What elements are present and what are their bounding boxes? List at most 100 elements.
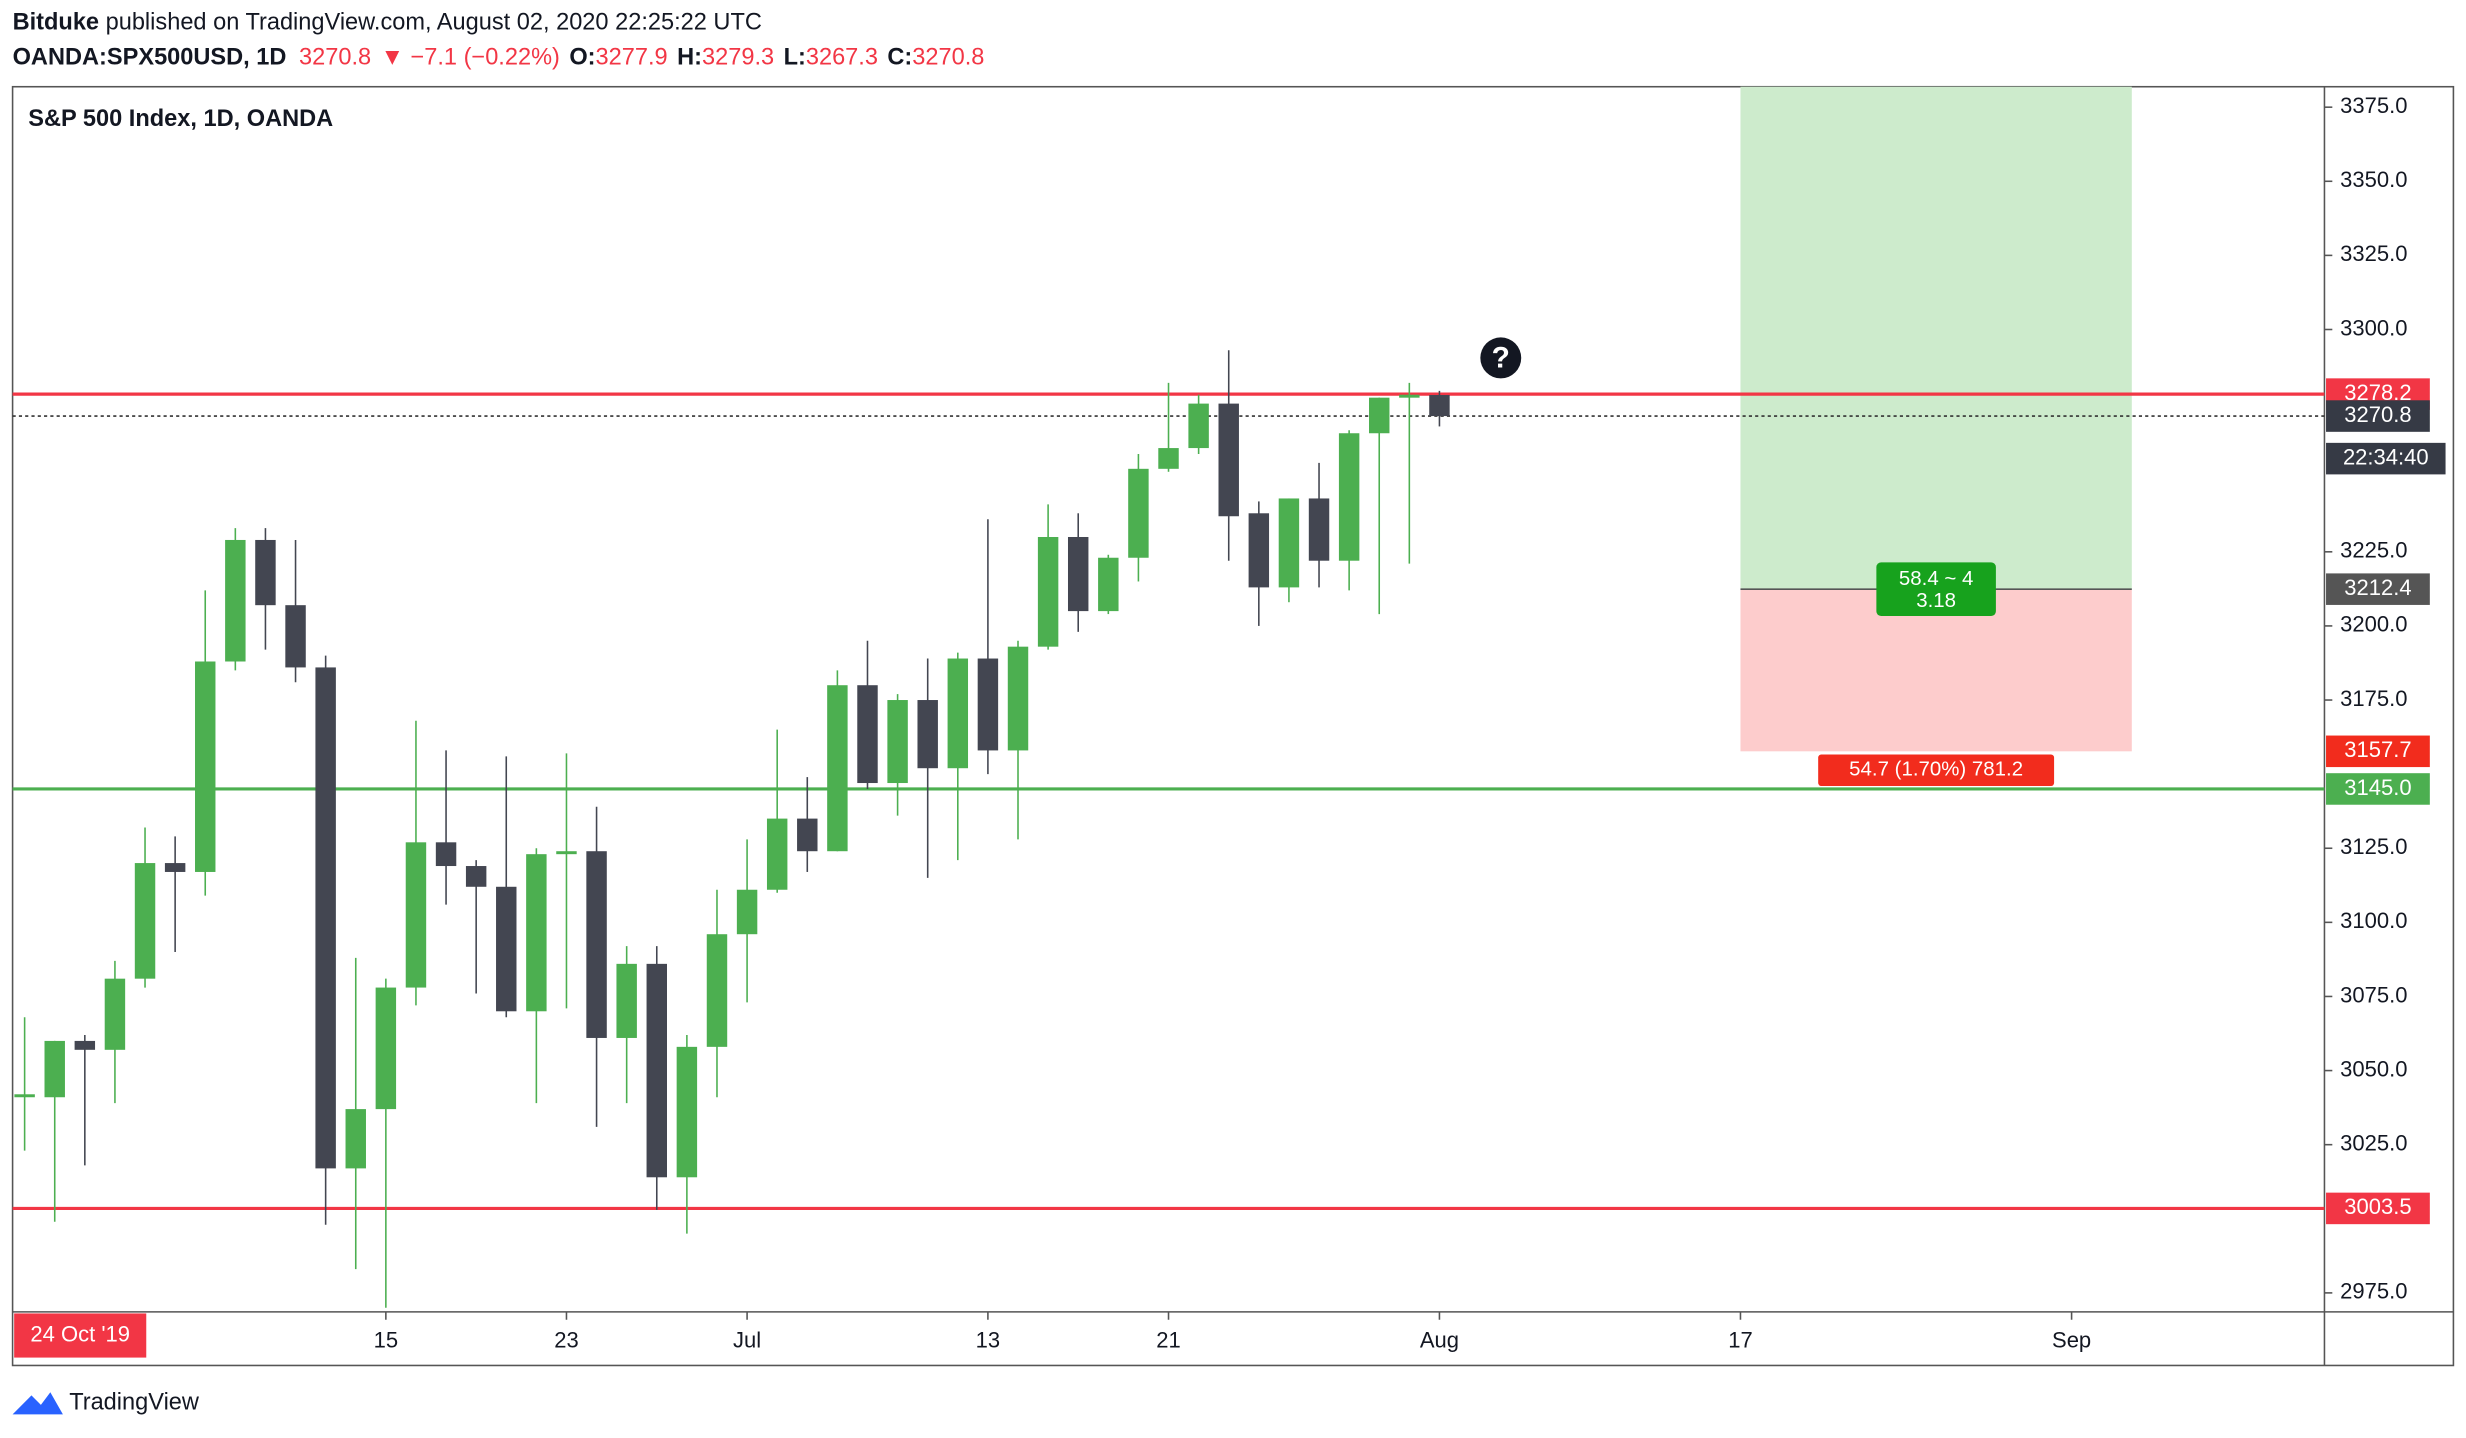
ohlc-value: 3277.9 (596, 45, 668, 71)
candle-body (676, 1046, 698, 1178)
candle-body (1158, 448, 1179, 469)
candle-body (766, 818, 788, 890)
y-tick-label: 3175.0 (2340, 686, 2407, 711)
ohlc-key: O: (569, 45, 595, 71)
footer: TradingView (69, 1390, 200, 1416)
y-tick-label: 2975.0 (2340, 1279, 2407, 1304)
candle-body (977, 658, 999, 751)
candle-body (1429, 395, 1450, 417)
candle-body (1338, 433, 1360, 561)
last-tag: 3270.8 (2344, 402, 2411, 427)
candle-body (405, 842, 427, 988)
candle-body (857, 685, 878, 784)
ohlc-key: L: (784, 45, 806, 71)
candle-body (1308, 498, 1330, 561)
change: ▼ −7.1 (−0.22%) (381, 45, 560, 71)
candle-body (1067, 536, 1089, 612)
last: 3270.8 (299, 45, 371, 71)
y-tick-label: 3325.0 (2340, 241, 2407, 266)
candle-body (526, 854, 547, 1012)
candle-body (1007, 646, 1029, 751)
candle-body (255, 539, 276, 606)
symbol-line: OANDA:SPX500USD, 1D 3270.8 ▼ −7.1 (−0.22%)… (13, 45, 985, 71)
countdown: 22:34:40 (2343, 444, 2429, 469)
candle-body (706, 934, 728, 1047)
x-tick-label: Aug (1420, 1328, 1459, 1353)
y-tick-label: 3350.0 (2340, 167, 2407, 192)
candle-body (1098, 557, 1119, 612)
y-tick-label: 3025.0 (2340, 1130, 2407, 1155)
candle-body (225, 539, 246, 662)
candle-body (1128, 468, 1149, 558)
date-tag: 24 Oct '19 (30, 1321, 130, 1346)
x-tick-label: 13 (976, 1328, 1000, 1353)
y-tick-label: 3125.0 (2340, 834, 2407, 859)
candle-body (14, 1094, 35, 1098)
x-tick-label: 15 (374, 1328, 398, 1353)
x-tick-label: 17 (1728, 1328, 1752, 1353)
candle-body (616, 963, 637, 1038)
published: published on TradingView.com, August 02,… (99, 10, 762, 36)
y-tick-label: 3100.0 (2340, 908, 2407, 933)
candle-body (345, 1109, 366, 1169)
candle-body (827, 685, 848, 852)
stop-tag-bg (2326, 735, 2430, 768)
candle-body (496, 886, 517, 1012)
annotation: ? (1492, 341, 1510, 374)
candle-body (1399, 394, 1420, 398)
last-tag-bg (2326, 400, 2430, 432)
candle-body (375, 987, 397, 1110)
candle-body (285, 605, 306, 668)
candle-body (1248, 513, 1270, 588)
candle-body (646, 963, 667, 1178)
logo (12, 1392, 63, 1415)
x-tick-label: 23 (554, 1328, 578, 1353)
candle-body (1218, 403, 1239, 517)
candle-body (586, 851, 607, 1038)
symbol: OANDA:SPX500USD, 1D (13, 45, 287, 71)
ohlc-value: 3267.3 (806, 45, 878, 71)
level-tag: 3145.0 (2344, 775, 2411, 800)
candle-body (1278, 498, 1300, 588)
candle-body (797, 818, 818, 852)
publish-line: Bitduke published on TradingView.com, Au… (13, 10, 762, 36)
candle-body (1188, 403, 1209, 449)
stop-tag: 3157.7 (2344, 737, 2411, 762)
candle-body (917, 700, 938, 769)
y-tick-label: 3375.0 (2340, 93, 2407, 118)
ohlc-key: H: (677, 45, 702, 71)
stop-box (1818, 754, 2055, 787)
level-tag-bg (2326, 773, 2430, 805)
annotation-icon (1480, 337, 1522, 379)
candle-body (134, 863, 156, 979)
entry-tag: 3212.4 (2344, 575, 2411, 600)
date-tag-bg (14, 1313, 147, 1358)
candle-body (195, 661, 216, 872)
stop-text: 54.7 (1.70%) 781.2 (1849, 758, 2023, 781)
y-tick-label: 3300.0 (2340, 315, 2407, 340)
target-box (1876, 562, 1996, 616)
candle-body (556, 851, 577, 855)
ohlc-value: 3270.8 (912, 45, 984, 71)
countdown-bg (2326, 442, 2446, 475)
candle-body (947, 658, 969, 769)
footer-logo: TradingView (12, 1390, 200, 1416)
candle-body (1037, 536, 1059, 647)
x-tick-label: 21 (1156, 1328, 1180, 1353)
candle-body (1369, 397, 1390, 434)
target-zone (1740, 86, 2132, 590)
target-text: 3.18 (1916, 589, 1956, 612)
candle-body (736, 889, 758, 935)
candle-body (887, 700, 908, 784)
chart-title: S&P 500 Index, 1D, OANDA (28, 106, 333, 132)
y-tick-label: 3200.0 (2340, 612, 2407, 637)
ohlc-key: C: (887, 45, 912, 71)
frame (11, 85, 2455, 1367)
candle-body (465, 866, 487, 887)
candle-body (74, 1040, 96, 1050)
level-tag: 3003.5 (2344, 1194, 2411, 1219)
y-tick-label: 3050.0 (2340, 1056, 2407, 1081)
candle-body (44, 1040, 65, 1098)
y-tick-label: 3225.0 (2340, 538, 2407, 563)
